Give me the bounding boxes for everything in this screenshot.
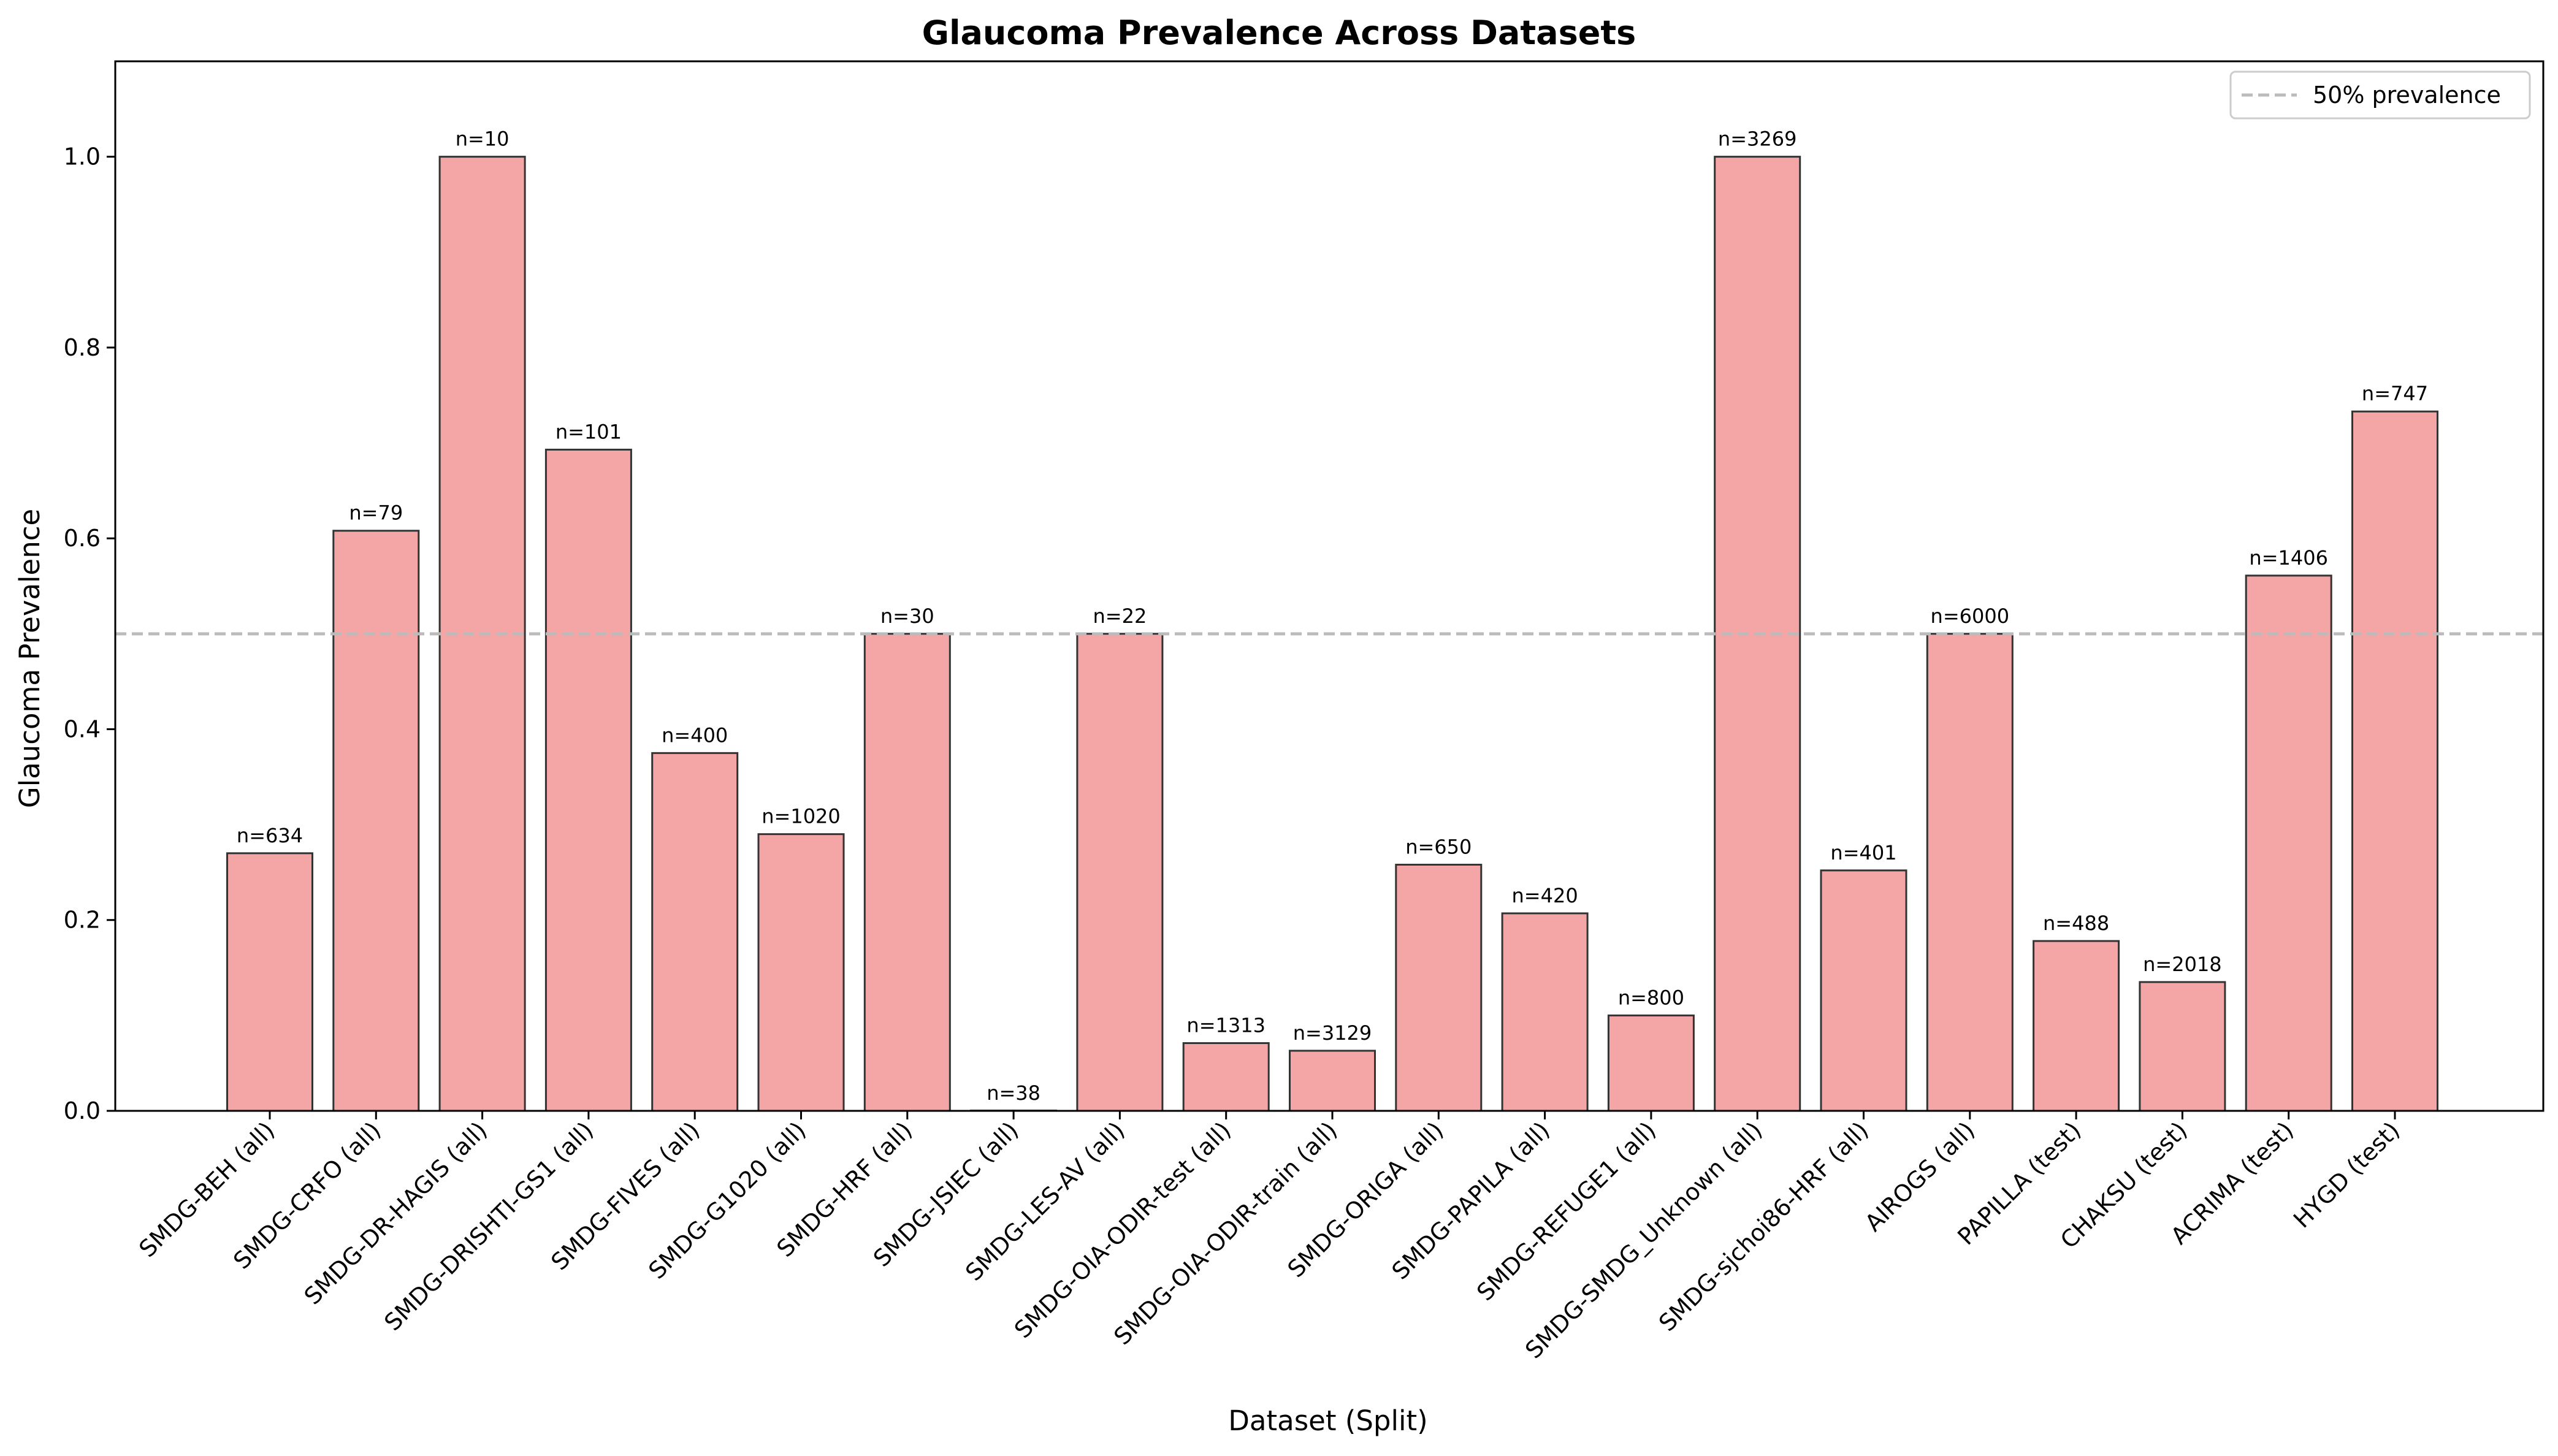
y-tick-label: 0.4 <box>64 715 101 742</box>
bar-data-label: n=420 <box>1512 884 1578 907</box>
x-tick-label: SMDG-OIA-ODIR-test (all) <box>1009 1116 1236 1343</box>
bar-data-label: n=1020 <box>762 805 841 828</box>
x-tick-label: SMDG-DRISHTI-GS1 (all) <box>379 1116 598 1336</box>
x-tick-label: AIROGS (all) <box>1860 1116 1980 1237</box>
chart-title: Glaucoma Prevalence Across Datasets <box>922 13 1636 52</box>
y-tick-label: 0.2 <box>64 907 101 934</box>
bar <box>1926 633 2014 1112</box>
x-tick-label: SMDG-DR-HAGIS (all) <box>299 1116 492 1309</box>
x-tick-label: HYGD (test) <box>2288 1116 2405 1233</box>
x-tick-label: SMDG-REFUGE1 (all) <box>1472 1116 1661 1306</box>
legend-box <box>2229 71 2531 120</box>
bar <box>1820 869 1907 1112</box>
bar <box>1501 912 1589 1112</box>
bar-data-label: n=22 <box>1093 604 1147 628</box>
bar-data-label: n=800 <box>1618 986 1684 1009</box>
x-tick-label: SMDG-OIA-ODIR-train (all) <box>1109 1116 1342 1350</box>
legend-reference-line-label: 50% prevalence <box>2313 82 2501 109</box>
bar-data-label: n=101 <box>556 420 622 443</box>
bar <box>651 752 739 1112</box>
legend: 50% prevalence <box>2229 71 2531 120</box>
bar-data-label: n=30 <box>880 604 934 628</box>
bar-data-label: n=1406 <box>2249 546 2328 570</box>
bar <box>1182 1042 1270 1112</box>
bar-data-label: n=38 <box>987 1081 1040 1105</box>
bar <box>544 448 632 1112</box>
bar-data-label: n=10 <box>456 128 510 151</box>
bar-data-label: n=747 <box>2362 382 2428 405</box>
y-tick-label: 0.0 <box>64 1097 101 1124</box>
bar-data-label: n=2018 <box>2143 953 2222 976</box>
bar <box>2351 410 2438 1112</box>
bar-data-label: n=1313 <box>1186 1013 1266 1037</box>
x-axis-label: Dataset (Split) <box>1228 1405 1427 1437</box>
bar <box>2139 981 2226 1112</box>
plot-frame <box>114 60 2545 1112</box>
bar <box>1395 863 1483 1112</box>
y-tick-label: 1.0 <box>64 143 101 170</box>
bar <box>863 633 951 1112</box>
bar <box>332 530 420 1112</box>
bar-data-label: n=6000 <box>1931 604 2010 628</box>
y-tick-label: 0.6 <box>64 525 101 552</box>
bar-data-label: n=79 <box>349 501 403 525</box>
bar-data-label: n=3129 <box>1293 1021 1372 1045</box>
bar-data-label: n=3269 <box>1718 128 1797 151</box>
bar-data-label: n=488 <box>2043 912 2109 935</box>
bar <box>757 833 845 1112</box>
bar <box>226 852 313 1112</box>
y-tick-label: 0.8 <box>64 334 101 361</box>
bar-data-label: n=401 <box>1830 841 1896 864</box>
bar-data-label: n=634 <box>237 824 303 847</box>
x-tick-label: SMDG-sjchoi86-HRF (all) <box>1654 1116 1874 1336</box>
bar-data-label: n=400 <box>662 723 728 747</box>
bar <box>1607 1014 1695 1112</box>
y-axis-label: Glaucoma Prevalence <box>13 509 46 808</box>
bar <box>1289 1050 1376 1112</box>
bar <box>2033 940 2120 1112</box>
bar <box>1076 633 1164 1112</box>
bar <box>2245 574 2332 1112</box>
bar-data-label: n=650 <box>1405 835 1472 858</box>
